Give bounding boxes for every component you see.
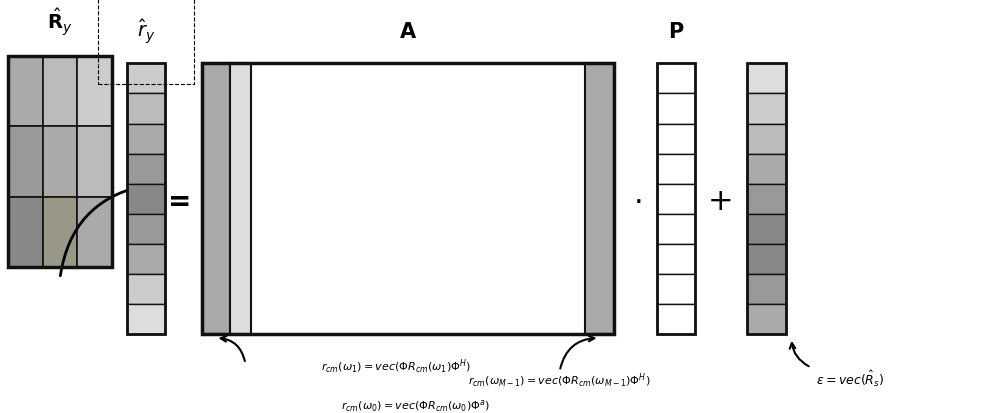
Text: $\cdot$: $\cdot$ (633, 187, 641, 216)
Bar (657, 184, 695, 214)
Bar (127, 94, 165, 124)
Text: +: + (708, 187, 734, 216)
Bar (127, 214, 165, 244)
Text: $\hat{\mathbf{R}}_y$: $\hat{\mathbf{R}}_y$ (47, 7, 73, 38)
Bar (127, 64, 165, 94)
Bar (77, 57, 112, 127)
Bar (657, 94, 695, 124)
Bar (657, 214, 695, 244)
Text: $\mathbf{A}$: $\mathbf{A}$ (399, 22, 417, 42)
Text: $\hat{r}_y$: $\hat{r}_y$ (137, 17, 155, 46)
Text: $r_{cm}(\omega_{M-1}) = vec(\Phi R_{cm}(\omega_{M-1})\Phi^H)$: $r_{cm}(\omega_{M-1}) = vec(\Phi R_{cm}(… (468, 371, 651, 389)
Bar (657, 304, 695, 335)
Bar (657, 64, 695, 94)
Bar (127, 244, 165, 274)
Bar (127, 124, 165, 154)
Bar (43, 57, 77, 127)
Bar (657, 64, 695, 335)
Bar (747, 124, 786, 154)
Bar (8, 57, 112, 268)
Bar (230, 64, 251, 335)
Bar (747, 274, 786, 304)
Bar (747, 154, 786, 184)
Bar (747, 64, 786, 94)
Text: $\mathbf{P}$: $\mathbf{P}$ (668, 22, 684, 42)
Text: $r_{cm}(\omega_1) = vec(\Phi R_{cm}(\omega_1)\Phi^H)$: $r_{cm}(\omega_1) = vec(\Phi R_{cm}(\ome… (321, 356, 471, 375)
Bar (43, 197, 77, 268)
Bar (127, 304, 165, 335)
Bar (747, 184, 786, 214)
Bar (585, 64, 614, 335)
Text: $\varepsilon = vec(\hat{R}_s)$: $\varepsilon = vec(\hat{R}_s)$ (816, 368, 885, 388)
Bar (657, 274, 695, 304)
Text: $r_{cm}(\omega_0) = vec(\Phi R_{cm}(\omega_0)\Phi^a)$: $r_{cm}(\omega_0) = vec(\Phi R_{cm}(\ome… (341, 397, 490, 413)
Bar (127, 184, 165, 214)
Bar (202, 64, 614, 335)
Bar (747, 304, 786, 335)
Bar (657, 154, 695, 184)
Bar (747, 244, 786, 274)
Bar (657, 244, 695, 274)
Bar (657, 124, 695, 154)
Bar (202, 64, 614, 335)
Bar (8, 57, 43, 127)
Bar (127, 274, 165, 304)
Text: =: = (168, 187, 191, 215)
Bar (77, 197, 112, 268)
Bar (127, 64, 165, 335)
Bar (127, 154, 165, 184)
Bar (202, 64, 230, 335)
Bar (747, 94, 786, 124)
Bar (747, 64, 786, 335)
Bar (8, 127, 43, 197)
Bar (747, 214, 786, 244)
Bar (8, 197, 43, 268)
Bar (43, 127, 77, 197)
Bar (77, 127, 112, 197)
